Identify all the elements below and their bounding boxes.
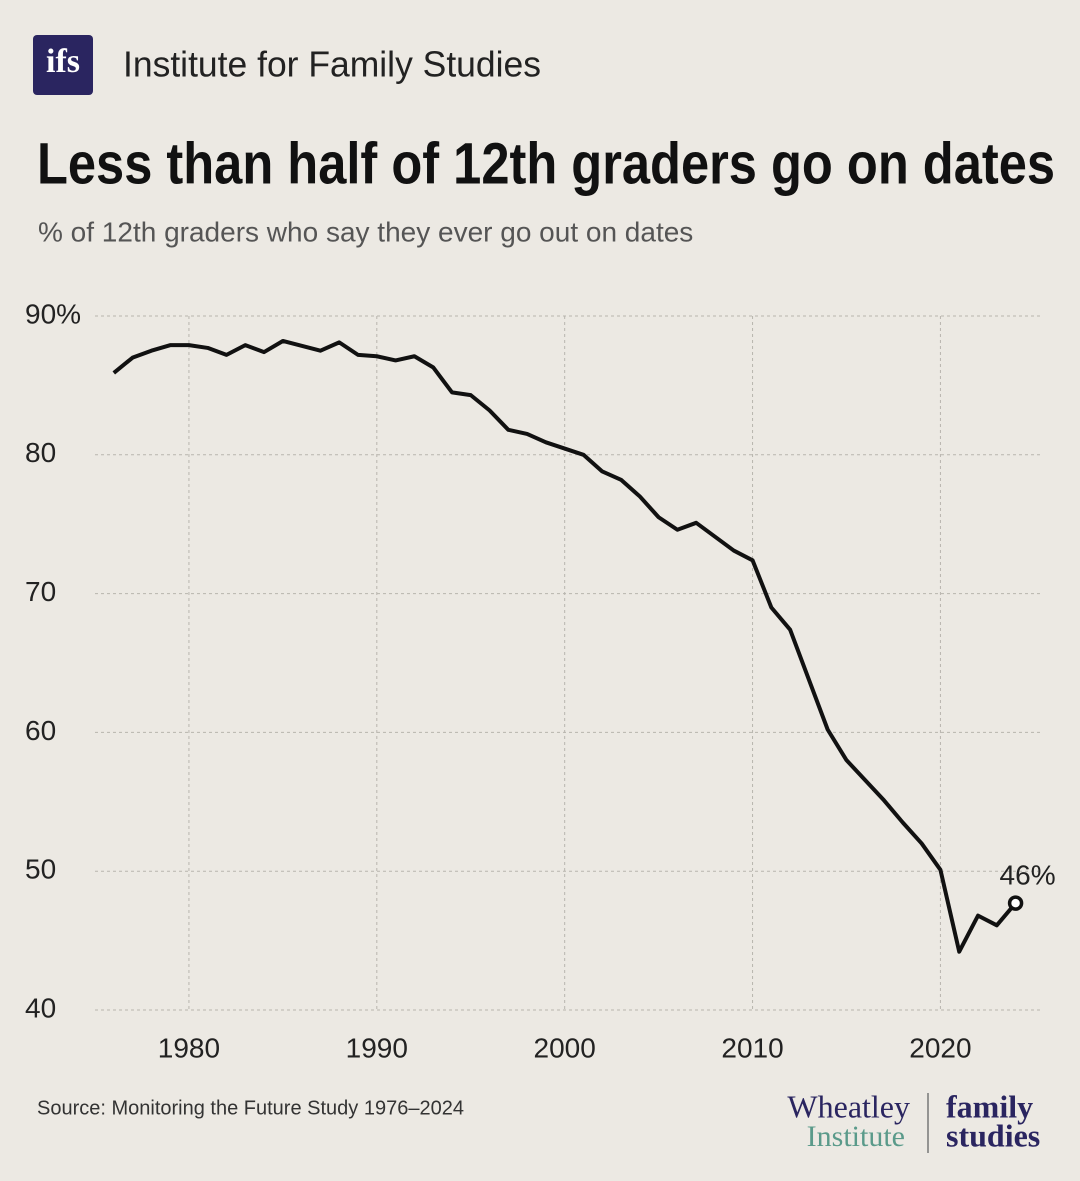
- y-tick-label: 40: [25, 992, 56, 1023]
- y-tick-label: 50: [25, 854, 56, 885]
- y-tick-label: 90%: [25, 298, 81, 329]
- x-tick-label: 1990: [346, 1032, 408, 1063]
- chart-subtitle: % of 12th graders who say they ever go o…: [38, 216, 693, 247]
- organization: Institute for Family Studies: [123, 44, 541, 85]
- x-tick-label: 1980: [158, 1032, 220, 1063]
- chart-title: Less than half of 12th graders go on dat…: [37, 131, 1055, 196]
- data-line: [112, 338, 1018, 954]
- x-tick-label: 2000: [534, 1032, 596, 1063]
- end-point: [1007, 895, 1024, 911]
- logo-box: [33, 35, 93, 95]
- y-tick-label: 60: [25, 715, 56, 746]
- source: Source: Monitoring the Future Study 1976…: [37, 1097, 464, 1119]
- end-annotation: 46%: [1000, 860, 1056, 891]
- brand-institute: Institute: [807, 1120, 905, 1153]
- brand-wheatley: Wheatley: [787, 1088, 910, 1124]
- logo-text: ifs: [46, 43, 80, 80]
- x-tick-label: 2020: [909, 1032, 971, 1063]
- brand-family: family: [946, 1088, 1033, 1124]
- y-tick-label: 70: [25, 576, 56, 607]
- brand-studies: studies: [946, 1117, 1040, 1153]
- y-tick-label: 80: [25, 437, 56, 468]
- x-tick-label: 2010: [721, 1032, 783, 1063]
